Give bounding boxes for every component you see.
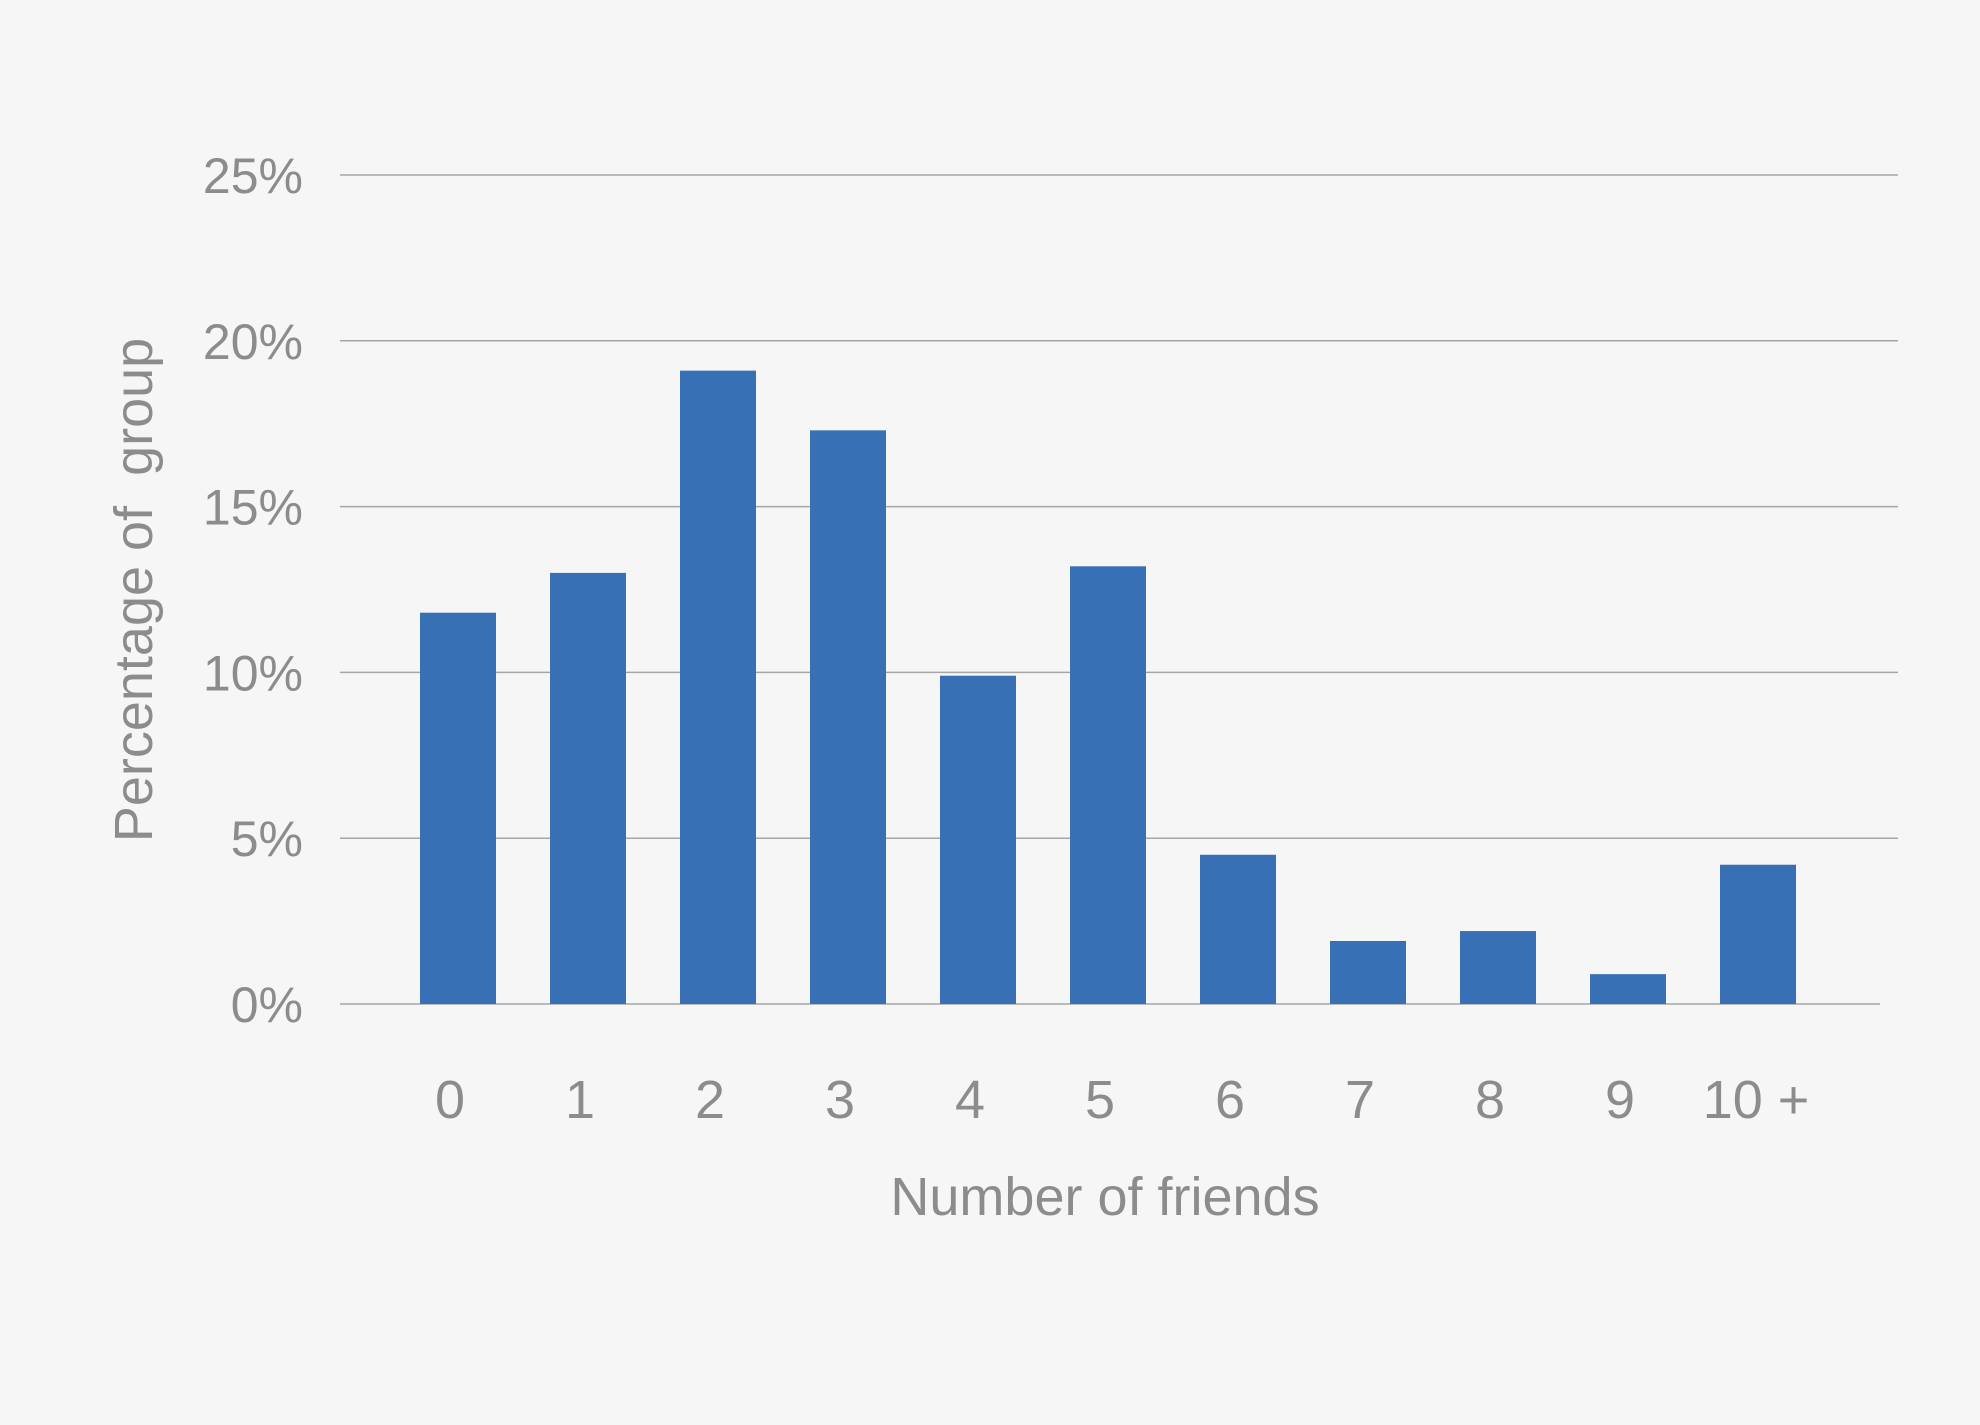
bar — [1460, 931, 1536, 1004]
y-axis-title: Percentage of group — [104, 338, 164, 842]
y-tick-label: 0% — [231, 977, 303, 1033]
bar — [420, 612, 496, 1004]
bar — [680, 370, 756, 1004]
x-tick-label: 2 — [695, 1070, 725, 1130]
y-tick-label: 15% — [203, 480, 303, 536]
bar — [1070, 566, 1146, 1004]
bar — [1720, 864, 1796, 1004]
y-tick-label: 5% — [231, 811, 303, 867]
bar — [550, 572, 626, 1004]
y-axis-tick-labels: 0% 5% 10% 15% 20% 25% — [203, 148, 303, 1033]
x-tick-label: 8 — [1475, 1070, 1505, 1130]
x-tick-label: 4 — [955, 1070, 985, 1130]
y-tick-label: 25% — [203, 148, 303, 204]
x-tick-label: 1 — [565, 1070, 595, 1130]
x-tick-label: 0 — [435, 1070, 465, 1130]
y-tick-label: 10% — [203, 645, 303, 701]
bar — [1330, 940, 1406, 1004]
bar — [810, 430, 886, 1004]
bar — [1590, 974, 1666, 1004]
bar — [1200, 854, 1276, 1004]
x-tick-label: 10 + — [1703, 1070, 1810, 1130]
x-axis-tick-labels: 0 1 2 3 4 5 6 7 8 9 10 + — [435, 1070, 1809, 1130]
x-tick-label: 3 — [825, 1070, 855, 1130]
x-tick-label: 5 — [1085, 1070, 1115, 1130]
y-tick-label: 20% — [203, 314, 303, 370]
x-tick-label: 9 — [1605, 1070, 1635, 1130]
bar — [940, 675, 1016, 1004]
x-tick-label: 6 — [1215, 1070, 1245, 1130]
x-tick-label: 7 — [1345, 1070, 1375, 1130]
x-axis-title: Number of friends — [890, 1167, 1319, 1227]
bars — [420, 370, 1796, 1004]
